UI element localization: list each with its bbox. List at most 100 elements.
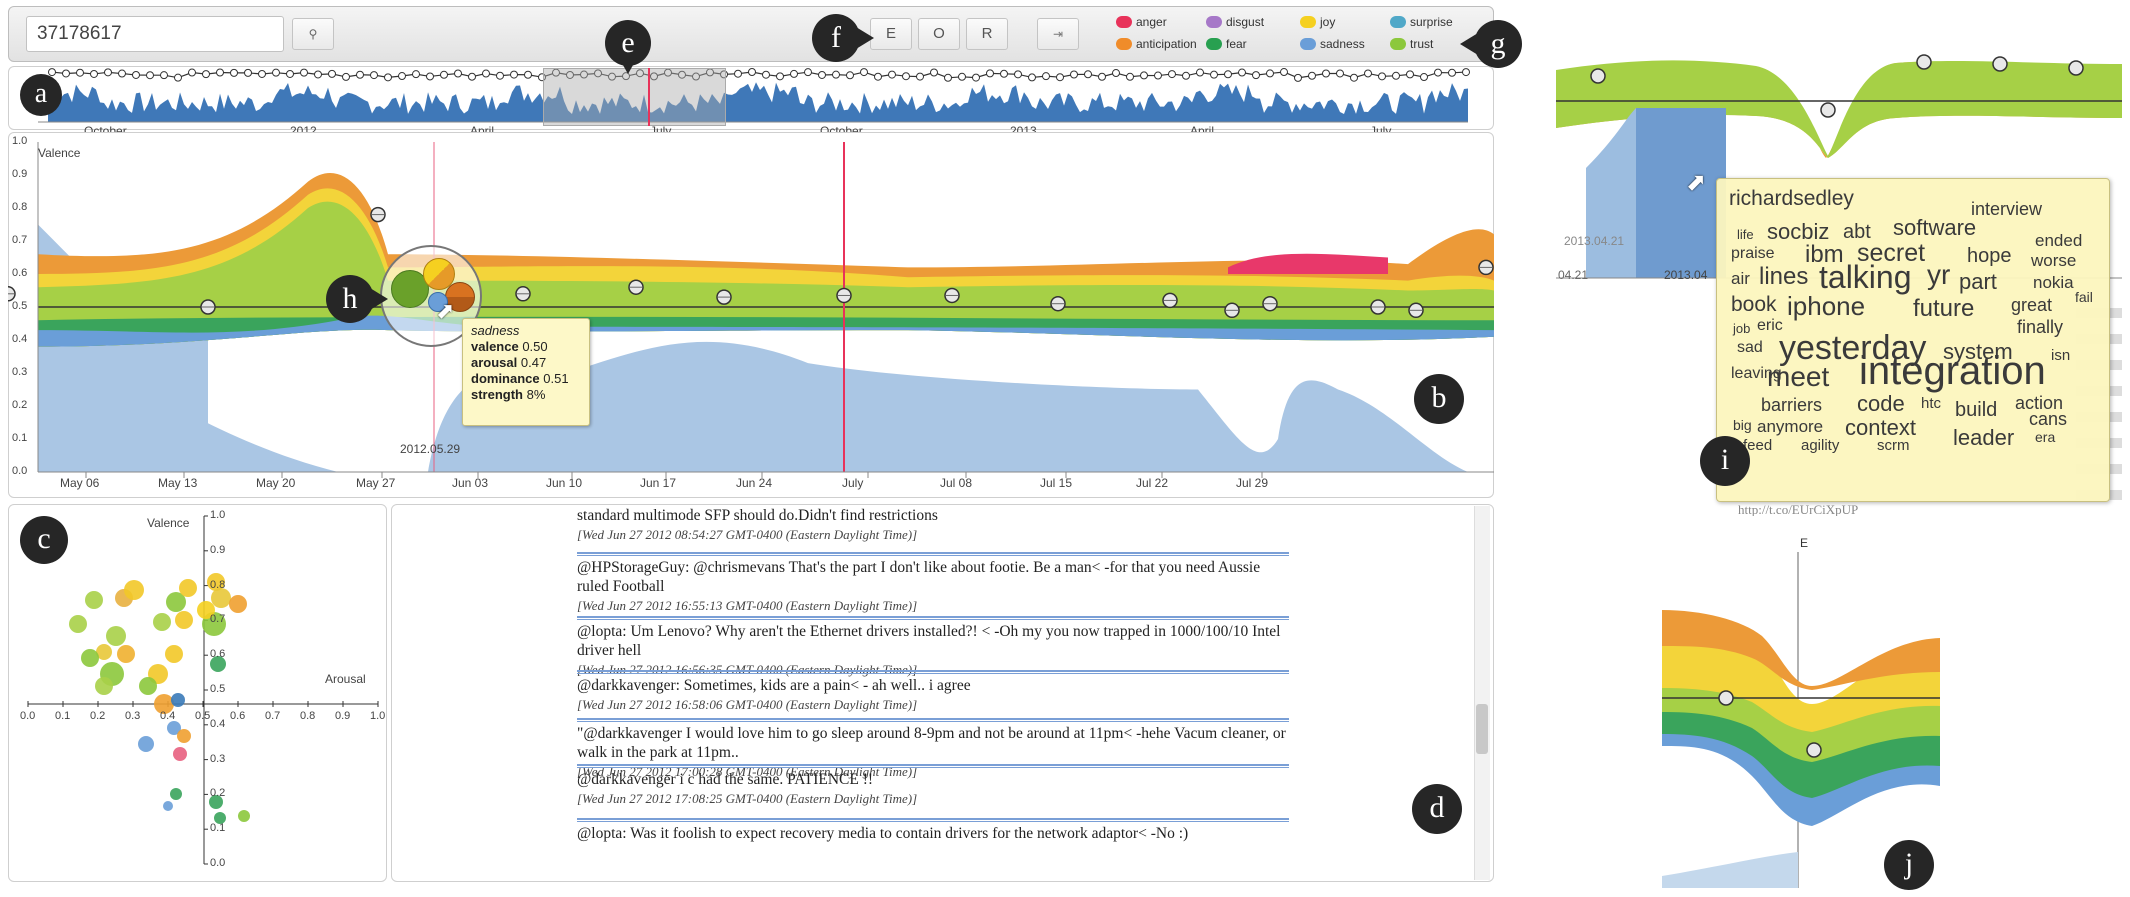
inset-i-point[interactable]	[1590, 68, 1606, 84]
legend-item-fear[interactable]: fear	[1206, 37, 1247, 51]
tweet-item[interactable]: @HPStorageGuy: @chrismevans That's the p…	[577, 558, 1289, 615]
tweet-item[interactable]: @darkkavenger: Sometimes, kids are a pai…	[577, 676, 1289, 714]
scatter-point[interactable]	[117, 645, 135, 663]
tweet-timestamp: [Wed Jun 27 2012 17:08:25 GMT-0400 (East…	[577, 791, 918, 806]
overview-point	[1392, 71, 1400, 80]
scatter-point[interactable]	[179, 579, 197, 597]
scatter-y-tick: 0.9	[210, 543, 226, 556]
overview-point	[202, 70, 210, 79]
scatter-point[interactable]	[165, 645, 183, 663]
tweet-scrollbar-thumb[interactable]	[1476, 704, 1488, 754]
scatter-point[interactable]	[69, 615, 87, 633]
emotion-tooltip: sadness valence 0.50 arousal 0.47 dominanc…	[462, 318, 590, 426]
tweet-scrollbar[interactable]	[1474, 506, 1490, 880]
scatter-point[interactable]	[171, 693, 185, 707]
scatter-point[interactable]	[167, 721, 181, 735]
overview-point	[328, 69, 336, 78]
inset-i-point[interactable]	[1992, 56, 2008, 72]
collapse-button[interactable]: ⇥	[1037, 18, 1079, 50]
scatter-point[interactable]	[139, 677, 157, 695]
overview-point	[1462, 68, 1470, 77]
legend-swatch	[1390, 38, 1406, 50]
main-x-tick: Jul 22	[1136, 476, 1169, 490]
inset-j-point[interactable]	[1718, 690, 1734, 706]
main-timeline-chart[interactable]	[8, 132, 1494, 498]
legend-swatch	[1300, 16, 1316, 28]
tweet-item[interactable]: standard multimode SFP should do.Didn't …	[577, 506, 1289, 544]
tweet-item[interactable]: @lopta: Was it foolish to expect recover…	[577, 824, 1289, 843]
overview-brush[interactable]	[543, 68, 726, 126]
scatter-point[interactable]	[85, 591, 103, 609]
tooltip-row: strength 8%	[471, 387, 581, 403]
overview-point	[818, 70, 826, 79]
scatter-point[interactable]	[175, 611, 193, 629]
scatter-point[interactable]	[214, 812, 226, 824]
scatter-point[interactable]	[211, 588, 231, 608]
main-x-tick: Jun 10	[546, 476, 583, 490]
word-cloud-word: leader	[1953, 425, 2015, 450]
overview-point	[1028, 73, 1036, 82]
scatter-x-tick: 1.0	[370, 710, 386, 722]
scatter-point[interactable]	[229, 595, 247, 613]
scatter-point[interactable]	[81, 649, 99, 667]
scatter-point[interactable]	[173, 747, 187, 761]
toggle-button-o[interactable]: O	[918, 18, 960, 50]
legend-item-surprise[interactable]: surprise	[1390, 15, 1453, 29]
overview-point	[986, 69, 994, 78]
legend-item-trust[interactable]: trust	[1390, 37, 1433, 51]
main-y-tick: 0.7	[12, 234, 28, 246]
collapse-icon: ⇥	[1052, 27, 1064, 41]
overview-point	[566, 70, 574, 79]
legend-item-anticipation[interactable]: anticipation	[1116, 37, 1197, 51]
toggle-button-e[interactable]: E	[870, 18, 912, 50]
legend-item-joy[interactable]: joy	[1300, 15, 1335, 29]
scatter-point[interactable]	[210, 656, 226, 672]
toggle-button-r[interactable]: R	[966, 18, 1008, 50]
inset-i-point[interactable]	[1916, 54, 1932, 70]
mouse-cursor-icon: ⬈	[436, 298, 455, 323]
overview-point	[608, 72, 616, 81]
overview-point	[454, 69, 462, 78]
valence-arousal-scatter[interactable]	[8, 504, 387, 882]
scatter-point[interactable]	[238, 810, 250, 822]
inset-j-point[interactable]	[1806, 742, 1822, 758]
tweet-item[interactable]: @darkkavenger i c had the same. PATIENCE…	[577, 770, 1289, 808]
main-x-tick: May 13	[158, 476, 198, 490]
overview-point	[1406, 70, 1414, 79]
scatter-y-tick: 0.1	[210, 822, 226, 835]
scatter-x-tick: 0.2	[90, 710, 106, 722]
scatter-point[interactable]	[163, 801, 173, 811]
search-icon: ⚲	[308, 27, 318, 41]
scatter-point[interactable]	[95, 677, 113, 695]
scatter-point[interactable]	[96, 644, 112, 660]
overview-point	[1364, 69, 1372, 78]
overview-point	[1420, 73, 1428, 82]
overview-point	[552, 68, 560, 77]
scatter-point[interactable]	[177, 729, 191, 743]
scatter-point[interactable]	[124, 580, 144, 600]
inset-i-point[interactable]	[1820, 102, 1836, 118]
scatter-point[interactable]	[153, 613, 171, 631]
scatter-point[interactable]	[207, 573, 225, 591]
word-cloud-word: context	[1845, 415, 1916, 440]
scatter-point[interactable]	[209, 795, 223, 809]
legend-item-disgust[interactable]: disgust	[1206, 15, 1264, 29]
tweet-text: @lopta: Um Lenovo? Why aren't the Ethern…	[577, 623, 1281, 659]
search-input[interactable]: 37178617	[26, 16, 284, 52]
scatter-y-tick: 0.3	[210, 752, 226, 765]
inset-i-point[interactable]	[2068, 60, 2084, 76]
scatter-point[interactable]	[138, 736, 154, 752]
overview-point	[1322, 69, 1330, 78]
scatter-point[interactable]	[197, 601, 215, 619]
scatter-point[interactable]	[154, 694, 174, 714]
legend-item-anger[interactable]: anger	[1116, 15, 1167, 29]
search-button[interactable]: ⚲	[292, 18, 334, 50]
legend-item-sadness[interactable]: sadness	[1300, 37, 1365, 51]
lens-trust-circle	[391, 270, 429, 308]
word-cloud-word: finally	[2017, 317, 2064, 337]
scatter-point[interactable]	[170, 788, 182, 800]
scatter-point[interactable]	[106, 626, 126, 646]
overview-chart[interactable]	[8, 66, 1494, 130]
scatter-point[interactable]	[166, 592, 186, 612]
overview-point	[1238, 68, 1246, 77]
